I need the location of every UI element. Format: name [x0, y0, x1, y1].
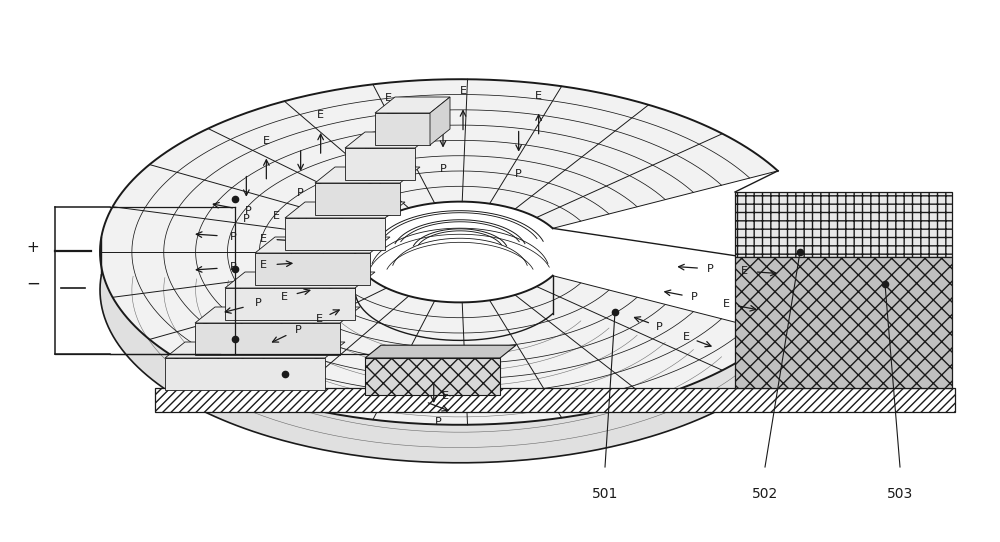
Text: E: E	[385, 93, 392, 103]
Text: P: P	[435, 388, 441, 398]
Text: E: E	[482, 363, 489, 373]
Polygon shape	[345, 148, 415, 180]
Text: E: E	[260, 260, 267, 270]
Polygon shape	[155, 388, 955, 412]
Text: E: E	[317, 110, 324, 120]
Text: P: P	[243, 214, 250, 224]
Polygon shape	[225, 288, 355, 320]
Text: E: E	[723, 299, 730, 308]
Text: P: P	[691, 293, 698, 302]
Text: E: E	[316, 314, 323, 324]
Polygon shape	[165, 358, 325, 390]
Polygon shape	[165, 342, 345, 358]
Text: P: P	[295, 325, 302, 334]
Text: E: E	[272, 211, 279, 221]
Polygon shape	[735, 257, 952, 388]
Polygon shape	[285, 202, 405, 218]
Text: P: P	[440, 164, 446, 175]
Text: P: P	[297, 188, 304, 198]
Text: E: E	[535, 91, 542, 101]
Polygon shape	[345, 132, 435, 148]
Polygon shape	[430, 97, 450, 145]
Polygon shape	[375, 113, 430, 145]
Text: 503: 503	[887, 487, 913, 501]
Polygon shape	[255, 237, 390, 253]
Text: E: E	[281, 292, 288, 302]
Polygon shape	[315, 167, 420, 183]
Polygon shape	[355, 248, 553, 340]
Text: P: P	[367, 380, 373, 391]
Text: −: −	[26, 275, 40, 293]
Polygon shape	[195, 323, 340, 355]
Text: P: P	[365, 171, 372, 181]
Text: +: +	[27, 240, 39, 255]
Text: E: E	[263, 136, 270, 146]
Polygon shape	[285, 218, 385, 250]
Polygon shape	[365, 345, 516, 358]
Polygon shape	[375, 97, 450, 113]
Text: P: P	[245, 206, 252, 216]
Text: E: E	[442, 391, 449, 401]
Text: P: P	[515, 169, 522, 179]
Polygon shape	[735, 192, 952, 257]
Text: P: P	[230, 262, 237, 272]
Polygon shape	[195, 307, 360, 323]
Text: E: E	[741, 266, 748, 276]
Text: E: E	[683, 332, 690, 342]
Polygon shape	[100, 237, 778, 463]
Text: E: E	[460, 87, 467, 96]
Text: P: P	[255, 299, 262, 308]
Polygon shape	[100, 79, 778, 425]
Text: P: P	[656, 322, 663, 332]
Text: P: P	[434, 417, 441, 427]
Polygon shape	[255, 253, 370, 285]
Text: E: E	[260, 234, 267, 244]
Text: E: E	[415, 359, 422, 369]
Text: P: P	[230, 232, 237, 242]
Text: P: P	[707, 264, 714, 274]
Text: 502: 502	[752, 487, 778, 501]
Polygon shape	[225, 272, 375, 288]
Text: 501: 501	[592, 487, 618, 501]
Polygon shape	[365, 358, 500, 395]
Polygon shape	[315, 183, 400, 215]
